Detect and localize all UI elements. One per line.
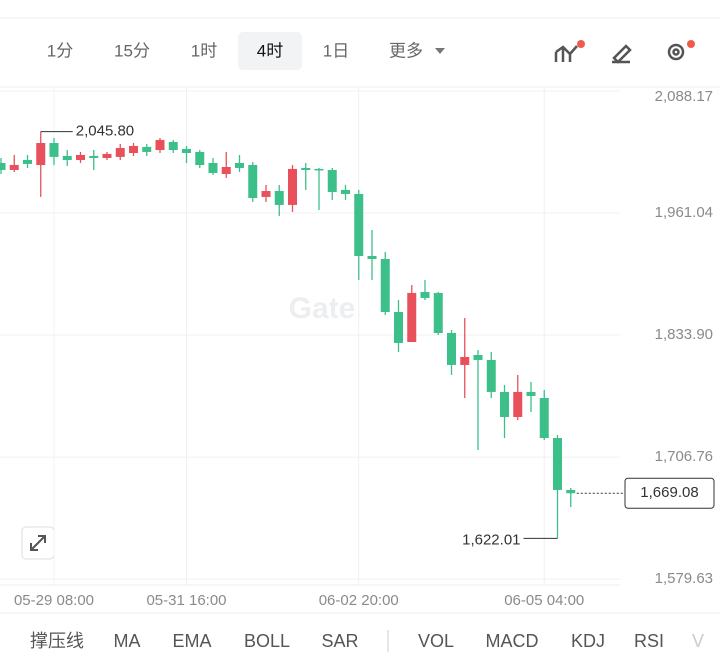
x-tick-label: 05-29 08:00: [14, 592, 94, 609]
candle-body: [168, 141, 178, 151]
y-tick-label: 1,833.90: [655, 326, 713, 343]
candle-body: [407, 292, 417, 343]
more-arrow[interactable]: [435, 48, 445, 54]
y-tick-label: 2,088.17: [655, 88, 713, 105]
candle-body: [341, 189, 350, 194]
candle-body: [102, 153, 112, 158]
active-tab-bg: [238, 32, 302, 70]
candle-body: [327, 169, 337, 192]
indicator-tab[interactable]: V: [692, 631, 704, 651]
candle-body: [261, 191, 271, 197]
candle-body: [195, 151, 205, 165]
settings-icon[interactable]: [667, 43, 685, 61]
candle-body: [394, 311, 403, 343]
interval-tab[interactable]: 4时: [257, 41, 283, 60]
candle-body: [553, 438, 562, 490]
candle-body: [314, 168, 324, 171]
indicator-tab[interactable]: BOLL: [244, 631, 290, 651]
candle-body: [380, 258, 390, 312]
candle-body: [460, 356, 470, 365]
candle-body: [89, 155, 99, 158]
annotation-label: 1,622.01: [462, 531, 520, 548]
indicator-tab[interactable]: 撑压线: [30, 631, 84, 651]
more-tab[interactable]: 更多: [389, 41, 423, 60]
candle-body: [447, 332, 456, 365]
candle-body: [433, 292, 443, 333]
y-tick-label: 1,961.04: [655, 204, 713, 221]
indicator-tab[interactable]: KDJ: [571, 631, 605, 651]
candle-body: [36, 143, 46, 165]
candle-body: [76, 155, 85, 161]
badge: [687, 40, 695, 48]
indicator-icon[interactable]: [554, 45, 578, 62]
candle-body: [367, 256, 377, 259]
candle-body: [115, 148, 125, 157]
candle-body: [62, 155, 72, 161]
candle-body: [155, 139, 165, 151]
x-tick-label: 06-02 20:00: [319, 592, 399, 609]
candle-body: [129, 145, 138, 153]
candle-body: [235, 162, 244, 168]
interval-tab[interactable]: 1时: [191, 41, 217, 60]
candle-body: [473, 354, 483, 360]
expand-icon: [30, 535, 46, 551]
indicator-tab[interactable]: VOL: [418, 631, 454, 651]
candle-body: [0, 162, 6, 170]
indicator-tab[interactable]: RSI: [634, 631, 664, 651]
draw-icon[interactable]: [612, 44, 632, 64]
interval-tab[interactable]: 1日: [323, 41, 349, 60]
candle-body: [566, 489, 576, 494]
last-price-label: 1,669.08: [640, 484, 698, 501]
candle-body: [354, 193, 364, 257]
candle-body: [500, 391, 509, 417]
indicator-tab[interactable]: MACD: [486, 631, 539, 651]
indicator-tab[interactable]: MA: [114, 631, 141, 651]
watermark: Gate: [289, 292, 356, 325]
candle-body: [248, 164, 258, 199]
candle-body: [486, 359, 496, 392]
candle-body: [9, 164, 19, 170]
candle-body: [288, 168, 297, 205]
candle-body: [539, 397, 549, 439]
indicator-tab[interactable]: SAR: [321, 631, 358, 651]
candle-body: [513, 391, 523, 417]
candle-body: [301, 167, 311, 170]
indicator-tab[interactable]: EMA: [172, 631, 211, 651]
toolbar-icons[interactable]: [554, 43, 685, 64]
annotation-label: 2,045.80: [76, 123, 134, 140]
candle-body: [274, 191, 284, 205]
y-tick-label: 1,579.63: [655, 570, 713, 587]
settings-icon-center: [672, 48, 680, 56]
candle-body: [142, 146, 152, 152]
last-price-box: [624, 477, 715, 509]
interval-tab[interactable]: 15分: [114, 41, 150, 60]
interval-tab[interactable]: 1分: [47, 41, 73, 60]
x-tick-label: 06-05 04:00: [504, 592, 584, 609]
candle-body: [221, 167, 231, 175]
candle-body: [49, 143, 59, 157]
x-tick-label: 05-31 16:00: [146, 592, 226, 609]
y-tick-label: 1,706.76: [655, 448, 713, 465]
badge: [577, 40, 585, 48]
candle-body: [23, 160, 32, 164]
candle-body: [182, 148, 191, 153]
candle-body: [526, 391, 536, 396]
candle-body: [420, 292, 430, 298]
candle-body: [208, 162, 218, 173]
